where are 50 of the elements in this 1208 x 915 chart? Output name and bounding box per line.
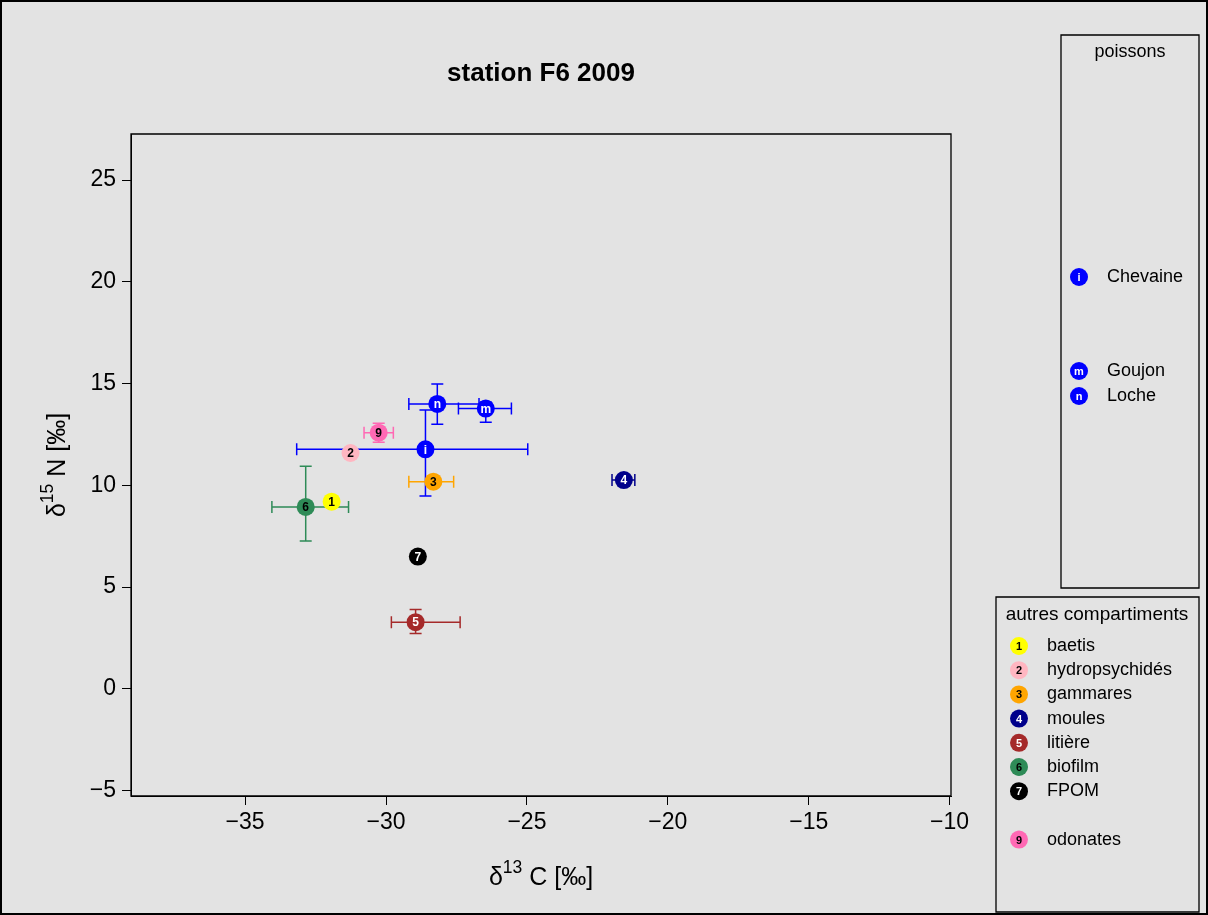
legend-label: biofilm <box>1047 755 1100 776</box>
x-tick-label: −20 <box>648 808 688 835</box>
legend-label: baetis <box>1047 634 1096 655</box>
text: 1 <box>1015 640 1023 653</box>
text: 7 <box>1015 785 1023 798</box>
annotation: 2 <box>347 446 355 461</box>
legend-label: moules <box>1047 707 1106 728</box>
legend-label: hydropsychidés <box>1047 659 1173 680</box>
annotation: 9 <box>375 425 383 440</box>
legend-title: poissons <box>1094 40 1166 61</box>
text: i <box>1077 271 1081 284</box>
legend-label: Goujon <box>1107 359 1166 380</box>
annotation: 5 <box>412 615 420 630</box>
annotation: n <box>433 397 441 412</box>
legend-label: gammares <box>1047 683 1133 704</box>
x-tick-label: −15 <box>789 808 829 835</box>
text: n <box>1075 390 1083 403</box>
text: 3 <box>1015 688 1023 701</box>
x-tick-label: −10 <box>930 808 970 835</box>
x-tick-label: −35 <box>225 808 265 835</box>
annotation: 4 <box>620 473 628 488</box>
y-tick-label: 0 <box>103 674 116 701</box>
chart-title: station F6 2009 <box>447 57 635 88</box>
legend-label: odonates <box>1047 828 1122 849</box>
y-tick-label: 5 <box>103 572 116 599</box>
y-tick-label: −5 <box>89 776 116 803</box>
text: 9 <box>1015 833 1023 846</box>
text: 2 <box>1015 664 1023 677</box>
annotation: 7 <box>414 549 422 564</box>
y-tick-label: 15 <box>90 368 116 395</box>
annotation: 3 <box>430 475 438 490</box>
y-axis-title: δ15 N [‰] <box>36 412 70 518</box>
legend-label: Chevaine <box>1107 265 1184 286</box>
legend-label: FPOM <box>1047 780 1099 801</box>
annotation: 1 <box>328 494 336 509</box>
text: 6 <box>1015 761 1023 774</box>
legend-label: Loche <box>1107 384 1157 405</box>
y-tick-label: 20 <box>90 267 116 294</box>
annotation: i <box>423 442 428 457</box>
y-tick-label: 10 <box>90 470 116 497</box>
x-tick-label: −25 <box>507 808 547 835</box>
annotation: 6 <box>302 500 310 515</box>
annotation: m <box>480 401 492 416</box>
y-tick-label: 25 <box>90 165 116 192</box>
text: m <box>1074 365 1084 378</box>
text: 4 <box>1015 712 1023 725</box>
text: autres compartiments <box>1005 603 1189 625</box>
legend-label: litière <box>1047 731 1091 752</box>
text: 5 <box>1015 736 1023 749</box>
x-tick-label: −30 <box>366 808 406 835</box>
